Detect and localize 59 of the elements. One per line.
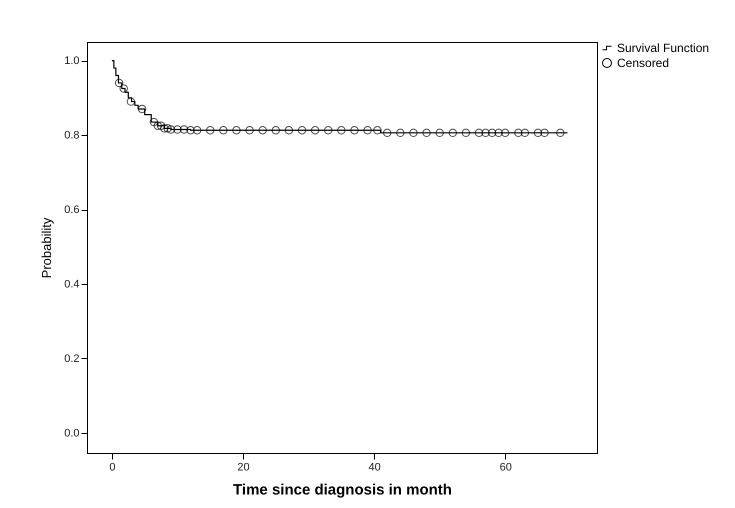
point xyxy=(156,122,166,130)
legend-label: Survival Function xyxy=(617,41,710,55)
point xyxy=(462,128,470,138)
point xyxy=(180,125,188,134)
point xyxy=(540,128,549,138)
point xyxy=(350,126,359,134)
point xyxy=(396,128,405,138)
point xyxy=(310,126,320,134)
point xyxy=(373,126,382,134)
y-tick-label: 1.0 xyxy=(64,55,80,68)
point xyxy=(488,128,496,138)
point xyxy=(501,128,510,138)
point xyxy=(150,118,158,126)
point xyxy=(120,84,128,93)
point xyxy=(163,124,172,133)
x-tick-label: 60 xyxy=(500,462,512,474)
point xyxy=(409,128,418,138)
point xyxy=(160,124,169,133)
x-axis-title: Time since diagnosis in month xyxy=(233,482,452,498)
point xyxy=(435,128,444,138)
point xyxy=(474,128,484,138)
point xyxy=(166,125,176,134)
point xyxy=(556,128,564,138)
point xyxy=(114,78,124,88)
y-tick-label: 0.2 xyxy=(64,352,80,365)
point xyxy=(494,128,503,138)
point xyxy=(422,128,431,138)
point xyxy=(173,125,182,134)
y-tick-label: 0.6 xyxy=(64,204,80,216)
x-tick-label: 0 xyxy=(109,462,116,474)
y-tick-label: 0.8 xyxy=(64,130,80,142)
point xyxy=(337,126,346,134)
point xyxy=(138,104,146,114)
point xyxy=(383,128,392,138)
point xyxy=(126,97,136,106)
y-tick-label: 0.0 xyxy=(64,427,80,440)
point xyxy=(481,128,490,138)
point xyxy=(514,128,523,138)
point xyxy=(245,126,254,134)
y-tick-label: 0.4 xyxy=(64,278,80,290)
point xyxy=(186,126,195,134)
point xyxy=(232,126,241,134)
point xyxy=(520,128,530,138)
point xyxy=(219,126,228,134)
point xyxy=(298,126,306,134)
point xyxy=(448,128,457,138)
point xyxy=(534,128,542,138)
y-axis-title: Probability xyxy=(39,217,54,278)
point xyxy=(206,126,214,134)
point xyxy=(324,126,332,134)
legend-label: Censored xyxy=(617,56,670,70)
x-tick-label: 20 xyxy=(237,462,250,474)
point xyxy=(284,126,294,134)
point xyxy=(272,126,280,134)
point xyxy=(154,122,162,130)
point xyxy=(192,126,202,134)
x-tick-label: 40 xyxy=(368,462,381,474)
point xyxy=(363,126,372,134)
point xyxy=(258,126,267,134)
